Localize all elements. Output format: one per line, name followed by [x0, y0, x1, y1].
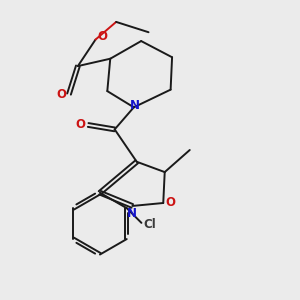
Text: O: O [97, 30, 107, 43]
Text: O: O [75, 118, 85, 131]
Text: N: N [130, 99, 140, 112]
Text: O: O [57, 88, 67, 100]
Text: N: N [127, 207, 137, 220]
Text: Cl: Cl [143, 218, 156, 231]
Text: O: O [166, 196, 176, 209]
